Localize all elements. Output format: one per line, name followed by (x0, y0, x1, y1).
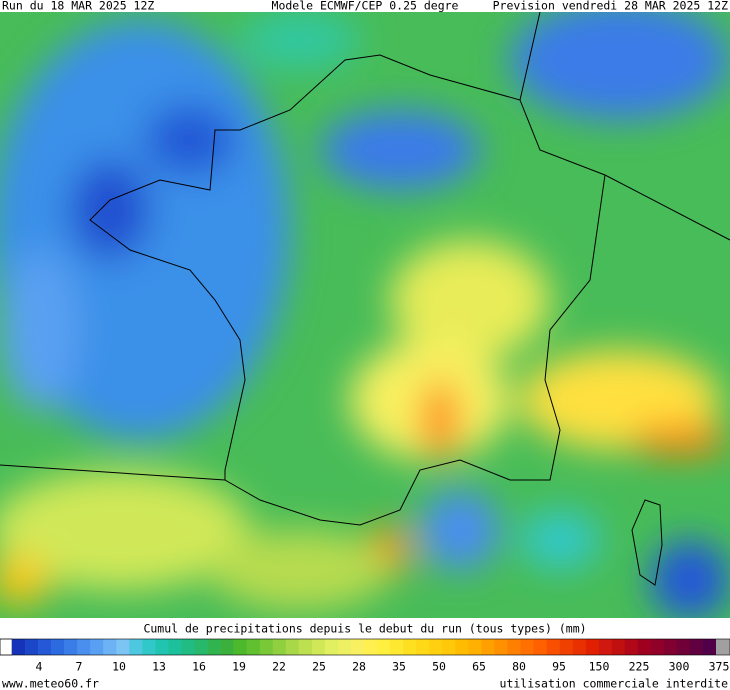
colorbar-label: 10 (112, 660, 126, 674)
colorbar-label: 35 (392, 660, 406, 674)
colorbar-label: 225 (629, 660, 650, 674)
colorbar-cell (194, 639, 208, 655)
colorbar-cell (51, 639, 65, 655)
colorbar-cell (103, 639, 117, 655)
colorbar-label: 13 (152, 660, 166, 674)
colorbar-cell (259, 639, 274, 655)
colorbar-cell (142, 639, 156, 655)
colorbar-cell (233, 639, 247, 655)
colorbar-label: 80 (512, 660, 526, 674)
colorbar-cell (572, 639, 586, 655)
colorbar-cell (468, 639, 482, 655)
colorbar-cell (676, 639, 691, 655)
colorbar-frame (0, 638, 730, 656)
colorbar-cell (129, 639, 143, 655)
colorbar-label: 375 (709, 660, 730, 674)
colorbar-cell (25, 639, 39, 655)
colorbar-cell (390, 639, 404, 655)
colorbar-cell (12, 639, 26, 655)
site-label: www.meteo60.fr (2, 677, 99, 690)
colorbar-cell (298, 639, 313, 655)
notice-label: utilisation commerciale interdite (500, 677, 729, 690)
colorbar-cell (155, 639, 169, 655)
colorbar-cell (403, 639, 417, 655)
colorbar-end-cell (716, 639, 730, 655)
colorbar-cell (38, 639, 52, 655)
colorbar-cell (181, 639, 195, 655)
colorbar-label: 95 (552, 660, 566, 674)
colorbar-cell (168, 639, 182, 655)
colorbar-cell (285, 639, 300, 655)
colorbar-label: 25 (312, 660, 326, 674)
forecast-label: Prevision vendredi 28 MAR 2025 12Z (493, 0, 728, 13)
colorbar-cell (416, 639, 430, 655)
colorbar-cell (311, 639, 326, 655)
colorbar-cell (507, 639, 521, 655)
colorbar-label: 28 (352, 660, 366, 674)
colorbar-cell (455, 639, 469, 655)
run-label: Run du 18 MAR 2025 12Z (2, 0, 154, 13)
colorbar-cell (650, 639, 665, 655)
colorbar-label: 150 (589, 660, 610, 674)
colorbar-cell (64, 639, 78, 655)
colorbar-cell (116, 639, 130, 655)
colorbar-cell (207, 639, 221, 655)
colorbar-cell (585, 639, 599, 655)
colorbar-cell (533, 639, 547, 655)
colorbar-cell (611, 639, 626, 655)
colorbar-zero-cell (0, 638, 13, 656)
colorbar-cell (520, 639, 534, 655)
colorbar-cell (90, 639, 104, 655)
colorbar-cell (337, 639, 352, 655)
colorbar-cell (689, 639, 704, 655)
colorbar-cell (442, 639, 456, 655)
colorbar-cell (324, 639, 339, 655)
colorbar-cell (494, 639, 508, 655)
colorbar-cell (350, 639, 365, 655)
colorbar-cell (364, 639, 378, 655)
colorbar-label: 16 (192, 660, 206, 674)
colorbar-cell (624, 639, 639, 655)
colorbar-label: 7 (76, 660, 83, 674)
colorbar-label: 50 (432, 660, 446, 674)
colorbar-cell (377, 639, 391, 655)
colorbar-label: 300 (669, 660, 690, 674)
colorbar-cell (272, 639, 287, 655)
colorbar-cell (637, 639, 652, 655)
colorbar-label: 4 (36, 660, 43, 674)
colorbar-label: 65 (472, 660, 486, 674)
colorbar-cell (220, 639, 234, 655)
colorbar (0, 638, 730, 656)
colorbar-cell (559, 639, 573, 655)
colorbar-cell (429, 639, 443, 655)
colorbar-cell (598, 639, 613, 655)
colorbar-title: Cumul de precipitations depuis le debut … (143, 622, 586, 636)
colorbar-cell (246, 639, 261, 655)
model-label: Modele ECMWF/CEP 0.25 degre (272, 0, 459, 13)
colorbar-cell (663, 639, 678, 655)
colorbar-label: 19 (232, 660, 246, 674)
precipitation-field (0, 12, 730, 618)
colorbar-cell (702, 639, 717, 655)
colorbar-label: 22 (272, 660, 286, 674)
colorbar-cell (481, 639, 495, 655)
colorbar-cell (77, 639, 91, 655)
colorbar-cell (546, 639, 560, 655)
